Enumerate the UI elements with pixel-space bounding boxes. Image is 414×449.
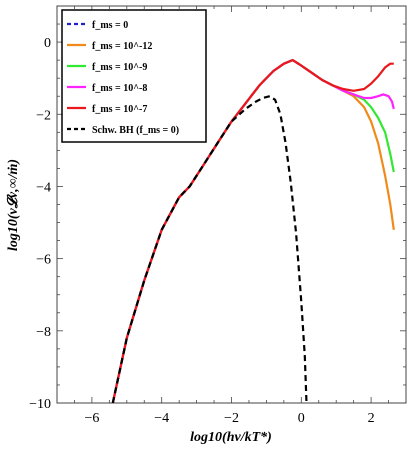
y-tick-label: −8 xyxy=(36,325,51,340)
y-tick-label: −4 xyxy=(36,180,51,195)
legend-label: f_ms = 0 xyxy=(92,20,128,31)
legend-label: f_ms = 10^-12 xyxy=(92,41,152,52)
series-line xyxy=(111,58,394,404)
y-tick-label: −6 xyxy=(36,253,51,268)
x-tick-label: 0 xyxy=(298,411,305,426)
y-tick-label: −2 xyxy=(36,108,51,123)
y-tick-label: −10 xyxy=(29,397,51,412)
tick-labels: −6 −4 −2 0 2 −10 −8 −6 −4 −2 0 xyxy=(29,36,375,426)
x-tick-label: −2 xyxy=(224,411,239,426)
series-layer xyxy=(111,58,395,404)
legend-label: f_ms = 10^-8 xyxy=(92,83,147,94)
legend-box xyxy=(61,9,207,143)
x-tick-label: −6 xyxy=(84,411,99,426)
x-tick-label: −4 xyxy=(154,411,169,426)
y-tick-label: 0 xyxy=(44,36,51,51)
legend-label: Schw. BH (f_ms = 0) xyxy=(92,125,179,136)
axis-ticks xyxy=(56,5,407,404)
x-axis-title: log10(hν/kT*) xyxy=(190,430,272,445)
y-axis-title: log10(ν𝓛ν,∞/ṁ) xyxy=(6,159,21,251)
legend: f_ms = 0 f_ms = 10^-12 f_ms = 10^-9 f_ms = … xyxy=(61,9,207,143)
legend-label: f_ms = 10^-7 xyxy=(92,104,147,115)
legend-label: f_ms = 10^-9 xyxy=(92,62,147,73)
x-tick-label: 2 xyxy=(368,411,375,426)
series-line xyxy=(111,95,308,404)
